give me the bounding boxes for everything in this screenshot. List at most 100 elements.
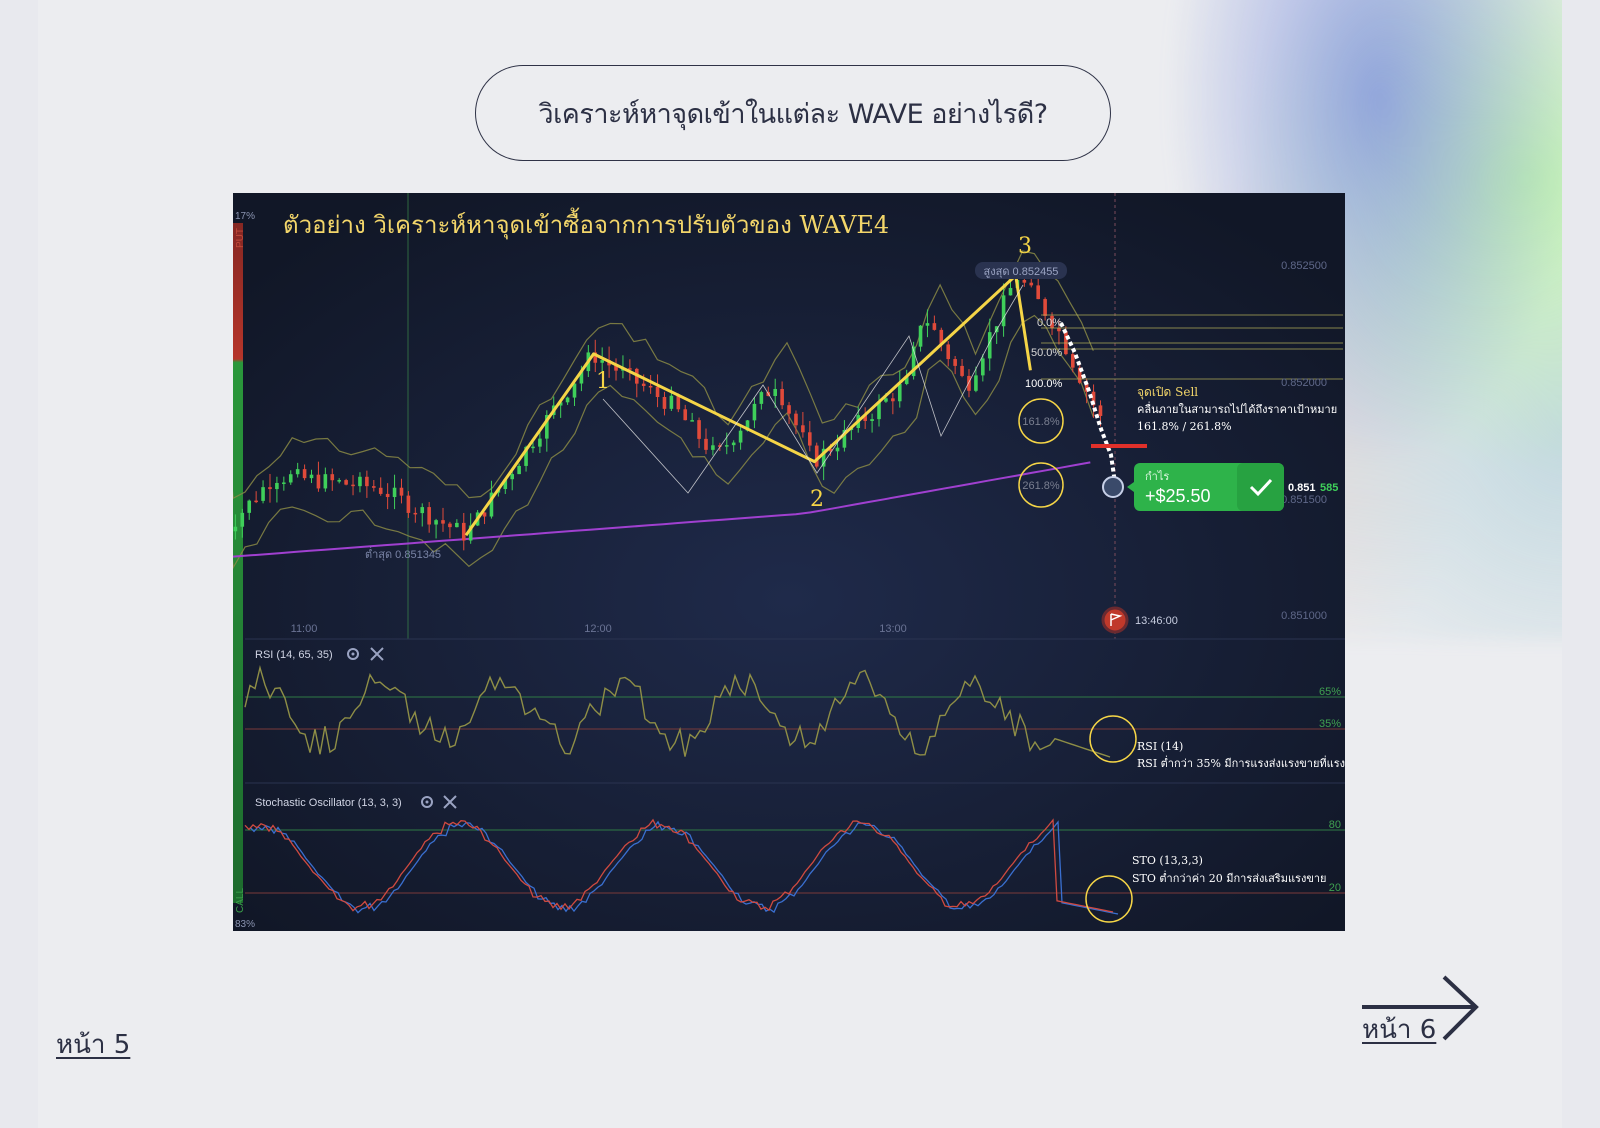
bollinger-band-upper bbox=[233, 250, 1094, 500]
candle-body bbox=[697, 420, 701, 439]
wave-polyline bbox=[464, 274, 1017, 537]
candle-body bbox=[877, 401, 881, 420]
candle-body bbox=[918, 325, 923, 347]
candle-body bbox=[1091, 391, 1096, 406]
candle-body bbox=[572, 383, 577, 398]
wave-path bbox=[464, 274, 1032, 537]
rsi-note-body: RSI ต่ำกว่า 35% มีการแรงส่งแรงขายที่แรง bbox=[1137, 755, 1345, 770]
rsi-path bbox=[244, 664, 1111, 758]
sell-projection bbox=[1059, 322, 1117, 484]
expiry-time: 13:46:00 bbox=[1135, 615, 1178, 627]
bollinger-band-lower bbox=[233, 314, 1094, 570]
sto-level-20-label: 20 bbox=[1329, 882, 1341, 894]
candle-body bbox=[351, 484, 355, 487]
candle-body bbox=[1098, 405, 1103, 416]
candle-body bbox=[1050, 315, 1054, 329]
candle-body bbox=[1084, 382, 1089, 392]
candle-body bbox=[489, 492, 494, 517]
candle-body bbox=[808, 432, 812, 446]
candle-body bbox=[579, 371, 584, 384]
profit-check-area bbox=[1237, 463, 1284, 511]
candle-body bbox=[828, 448, 833, 452]
next-page-link[interactable]: หน้า 6 bbox=[1362, 1015, 1437, 1045]
candle-body bbox=[399, 487, 404, 496]
candle-body bbox=[434, 520, 438, 525]
candle-body bbox=[731, 442, 736, 446]
sell-note-line2: 161.8% / 261.8% bbox=[1137, 420, 1232, 433]
candle-body bbox=[510, 474, 515, 480]
stochastic-lines bbox=[244, 818, 1119, 915]
sell-note-title: จุดเปิด Sell bbox=[1137, 385, 1198, 400]
candle-body bbox=[711, 445, 715, 450]
current-price-main: 0.851 bbox=[1288, 482, 1316, 494]
wave4-start bbox=[1014, 275, 1032, 371]
candle-body bbox=[787, 405, 791, 414]
candle-body bbox=[503, 479, 508, 489]
arrow-right-icon[interactable] bbox=[1360, 975, 1482, 1045]
y-tick-label: 0.851500 bbox=[1281, 494, 1327, 506]
sto-k-path bbox=[244, 818, 1114, 913]
candle-body bbox=[648, 385, 653, 388]
inner-wave-path bbox=[602, 284, 1024, 494]
candle-body bbox=[614, 365, 618, 371]
candle-body bbox=[316, 474, 321, 489]
candle-body bbox=[240, 512, 245, 527]
sto-d-path bbox=[249, 820, 1119, 915]
candle-body bbox=[323, 474, 328, 489]
rsi-settings-icon[interactable] bbox=[347, 648, 359, 660]
fib-label-0: 0.0% bbox=[1037, 317, 1062, 329]
low-price-label: ต่ำสุด 0.851345 bbox=[365, 546, 441, 561]
ma-line bbox=[233, 461, 1091, 558]
candle-body bbox=[378, 487, 383, 494]
sell-note-line1: คลื่นภายในสามารถไปได้ถึงราคาเป้าหมาย bbox=[1137, 401, 1337, 416]
candle-body bbox=[842, 430, 847, 448]
fib-label-261: 261.8% bbox=[1022, 480, 1060, 492]
candle-body bbox=[870, 419, 874, 422]
x-tick-label: 13:00 bbox=[879, 623, 907, 635]
candle-body bbox=[946, 344, 951, 360]
candle-body bbox=[669, 395, 674, 409]
candle-body bbox=[925, 323, 930, 326]
put-call-strip bbox=[233, 223, 243, 903]
sto-indicator-name: Stochastic Oscillator (13, 3, 3) bbox=[255, 797, 402, 809]
rsi-note-title: RSI (14) bbox=[1137, 740, 1183, 753]
candle-body bbox=[953, 359, 957, 366]
expiry-flag-icon[interactable] bbox=[1101, 606, 1129, 634]
candle-body bbox=[406, 495, 411, 513]
candle-body bbox=[981, 358, 985, 376]
candle-body bbox=[967, 375, 971, 391]
sto-settings-icon[interactable] bbox=[421, 796, 433, 808]
page-panel: วิเคราะห์หาจุดเข้าในแต่ละ WAVE อย่างไรดี… bbox=[38, 0, 1562, 1128]
candle-body bbox=[385, 493, 390, 498]
rsi-close-icon[interactable] bbox=[370, 647, 384, 661]
sto-close-icon[interactable] bbox=[443, 795, 457, 809]
candle-body bbox=[517, 465, 521, 475]
fib-label-161: 161.8% bbox=[1022, 416, 1060, 428]
candle-body bbox=[233, 526, 238, 532]
bollinger-bands bbox=[233, 250, 1094, 570]
candle-body bbox=[628, 368, 632, 370]
candle-body bbox=[288, 474, 293, 483]
candle-body bbox=[282, 482, 286, 484]
profit-value: +$25.50 bbox=[1145, 486, 1211, 506]
moving-average bbox=[233, 461, 1091, 558]
rsi-level-65-label: 65% bbox=[1319, 686, 1341, 698]
candle-body bbox=[365, 476, 369, 487]
high-price-badge bbox=[975, 262, 1067, 279]
candle-body bbox=[1077, 367, 1082, 383]
candle-body bbox=[690, 420, 694, 422]
candle-body bbox=[655, 386, 660, 398]
candle-body bbox=[268, 487, 272, 490]
candle-body bbox=[482, 512, 487, 517]
chart-svg: 17% PUT CALL 83% 0.852500 0.852000 0.851… bbox=[233, 193, 1345, 931]
candle-body bbox=[468, 525, 473, 541]
candle-body bbox=[337, 480, 341, 482]
candle-body bbox=[662, 397, 667, 409]
prev-page-link[interactable]: หน้า 5 bbox=[56, 1030, 131, 1060]
position-flag-icon[interactable] bbox=[1102, 476, 1124, 498]
candle-body bbox=[600, 360, 604, 363]
fib-label-100: 100.0% bbox=[1025, 378, 1063, 390]
candle-body bbox=[524, 446, 528, 466]
high-price-label: สูงสุด 0.852455 bbox=[984, 266, 1059, 278]
candle-body bbox=[821, 448, 826, 467]
